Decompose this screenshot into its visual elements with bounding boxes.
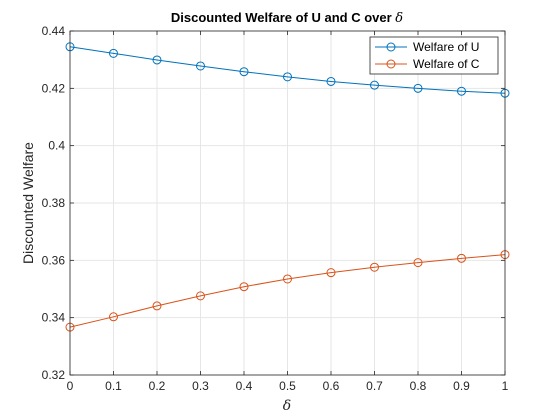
series-line — [69, 46, 506, 94]
data-point — [457, 86, 466, 96]
legend-label-u: Welfare of U — [413, 40, 479, 54]
y-tick-label: 0.44 — [42, 24, 66, 38]
x-tick-label: 0.2 — [149, 379, 166, 393]
data-point — [457, 253, 466, 263]
x-axis-label: δ — [283, 398, 291, 414]
chart-title-text: Discounted Welfare of U and C over — [171, 10, 395, 25]
x-tick-label: 0.4 — [236, 379, 253, 393]
series-layer — [65, 42, 510, 332]
series-line — [69, 254, 506, 328]
chart-title-symbol: δ — [395, 11, 403, 26]
data-point — [413, 258, 423, 268]
data-point — [413, 83, 423, 93]
chart-title: Discounted Welfare of U and C over δ — [171, 10, 403, 26]
data-point — [370, 80, 379, 90]
y-tick-label: 0.4 — [48, 139, 65, 153]
data-point — [152, 301, 162, 311]
legend-swatch-marker-u — [386, 42, 396, 52]
data-point — [326, 268, 336, 278]
legend-swatch-marker-c — [386, 59, 396, 69]
x-tick-label: 0.6 — [323, 379, 340, 393]
y-tick-label: 0.36 — [42, 253, 66, 267]
data-point — [283, 72, 292, 82]
x-tick-label: 0.1 — [105, 379, 122, 393]
y-tick-label: 0.42 — [42, 81, 66, 95]
data-point — [196, 61, 205, 71]
x-tick-label: 0.9 — [453, 379, 470, 393]
data-point — [239, 282, 249, 292]
y-tick-label: 0.34 — [42, 311, 66, 325]
ticks: 0 0.1 0.2 0.3 0.4 0.5 0.6 0.7 0.8 0.9 1 0.32 0.34 0.3… — [42, 24, 509, 393]
data-point — [109, 312, 118, 322]
series-1 — [65, 250, 510, 332]
data-point — [196, 291, 205, 301]
data-point — [283, 274, 292, 284]
data-point — [370, 262, 379, 272]
x-tick-label: 1 — [502, 379, 509, 393]
legend: Welfare of U Welfare of C — [369, 36, 499, 75]
y-axis-label: Discounted Welfare — [20, 142, 36, 264]
x-tick-label: 0.5 — [279, 379, 296, 393]
x-tick-label: 0.3 — [192, 379, 209, 393]
y-tick-label: 0.32 — [42, 368, 66, 382]
x-tick-label: 0.8 — [410, 379, 427, 393]
y-tick-label: 0.38 — [42, 196, 66, 210]
data-point — [239, 67, 249, 77]
data-point — [326, 76, 336, 86]
data-point — [109, 48, 118, 58]
data-point — [152, 55, 162, 65]
x-tick-label: 0.7 — [366, 379, 383, 393]
legend-label-c: Welfare of C — [413, 57, 480, 71]
x-tick-label: 0 — [67, 379, 74, 393]
